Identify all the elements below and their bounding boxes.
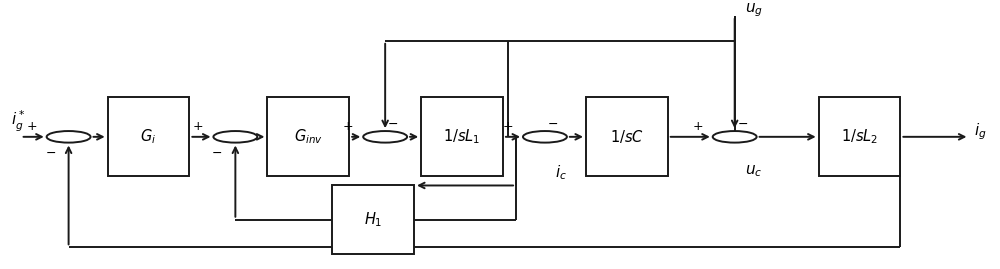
Text: +: + xyxy=(26,120,37,133)
Text: +: + xyxy=(503,120,513,133)
Bar xyxy=(108,97,189,176)
Text: +: + xyxy=(692,120,703,133)
Text: $i_g$: $i_g$ xyxy=(974,121,987,142)
Text: $i_c$: $i_c$ xyxy=(555,163,567,182)
Circle shape xyxy=(47,131,91,143)
Text: −: − xyxy=(388,118,398,131)
Circle shape xyxy=(523,131,567,143)
Text: $1/sL_2$: $1/sL_2$ xyxy=(841,128,878,146)
Bar xyxy=(586,97,668,176)
Text: +: + xyxy=(343,120,354,133)
Text: $u_g$: $u_g$ xyxy=(745,2,763,19)
Circle shape xyxy=(363,131,407,143)
Text: $G_{inv}$: $G_{inv}$ xyxy=(294,128,323,146)
Text: −: − xyxy=(45,147,56,160)
Text: $u_c$: $u_c$ xyxy=(745,163,762,179)
Bar xyxy=(421,97,503,176)
Text: −: − xyxy=(737,118,748,131)
Bar xyxy=(332,185,414,254)
Text: +: + xyxy=(193,120,204,133)
Circle shape xyxy=(213,131,257,143)
Text: $1/sL_1$: $1/sL_1$ xyxy=(443,128,481,146)
Text: −: − xyxy=(212,147,223,160)
Circle shape xyxy=(713,131,757,143)
Text: $G_i$: $G_i$ xyxy=(140,128,157,146)
Bar xyxy=(267,97,349,176)
Text: $1/sC$: $1/sC$ xyxy=(610,128,644,145)
Bar xyxy=(819,97,900,176)
Text: −: − xyxy=(548,118,558,131)
Text: $H_1$: $H_1$ xyxy=(364,210,382,229)
Text: $i_g^*$: $i_g^*$ xyxy=(11,108,25,134)
